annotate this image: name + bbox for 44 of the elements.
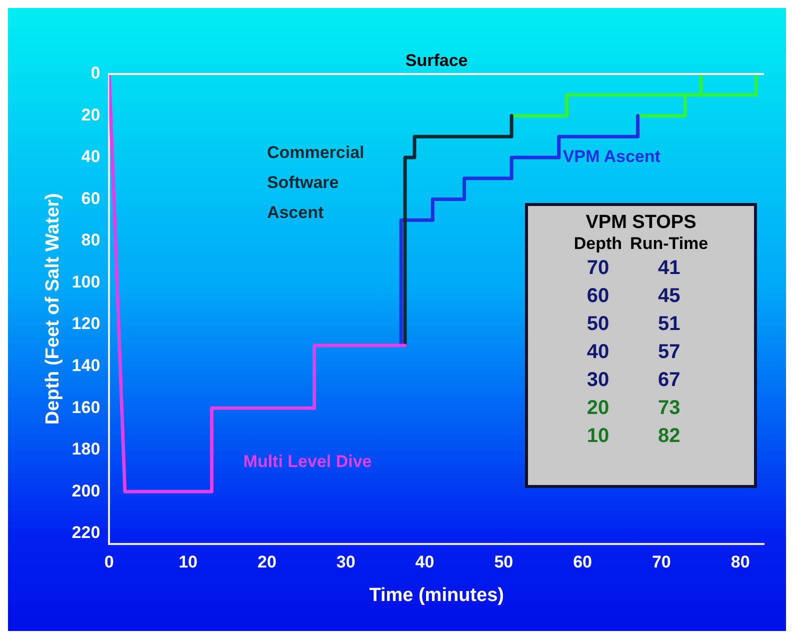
series-label: Multi Level Dive xyxy=(243,452,372,472)
y-tick-label: 80 xyxy=(81,230,100,250)
y-tick-label: 100 xyxy=(72,272,100,292)
series-label: VPM Ascent xyxy=(562,147,661,166)
annotation: 20 xyxy=(586,396,610,421)
annotation: 67 xyxy=(656,368,682,393)
y-tick-label: 140 xyxy=(72,356,100,376)
x-tick-label: 0 xyxy=(104,552,114,572)
y-tick-label: 0 xyxy=(90,64,100,83)
x-tick-label: 60 xyxy=(573,552,592,572)
x-tick-label: 10 xyxy=(178,552,198,572)
y-tick-label: 200 xyxy=(72,481,100,500)
annotation: 73 xyxy=(656,396,682,421)
ref-line-label: Surface xyxy=(405,51,468,70)
annotation: 70 xyxy=(586,256,610,281)
annotation: 45 xyxy=(656,284,682,309)
y-tick-label: 20 xyxy=(81,105,100,124)
annotation: 60 xyxy=(586,284,610,309)
x-tick-label: 40 xyxy=(415,552,434,572)
y-tick-label: 120 xyxy=(72,314,100,334)
annotation: 51 xyxy=(656,312,682,337)
annotation: 10 xyxy=(586,424,610,449)
annotation: 41 xyxy=(656,256,682,281)
annotation: 50 xyxy=(586,312,610,337)
x-axis-title: Time (minutes) xyxy=(369,584,504,606)
x-tick-label: 30 xyxy=(336,552,356,572)
y-tick-label: 60 xyxy=(81,188,100,208)
x-tick-label: 80 xyxy=(730,552,750,572)
x-tick-label: 50 xyxy=(494,552,514,572)
y-tick-label: 220 xyxy=(72,523,100,542)
x-tick-label: 20 xyxy=(257,552,276,572)
y-axis-title: Depth (Feet of Salt Water) xyxy=(42,193,64,425)
annotation: 57 xyxy=(656,340,682,365)
text: Commercial Software Ascent xyxy=(266,143,364,222)
annotation: 30 xyxy=(586,368,610,393)
annotation: Run-Time xyxy=(629,234,710,254)
y-tick-label: 180 xyxy=(72,440,100,459)
x-tick-label: 70 xyxy=(652,552,671,572)
annotation: VPM STOPS xyxy=(584,212,698,234)
annotation: 82 xyxy=(656,424,682,449)
annotation: 40 xyxy=(586,340,610,365)
annotation: Depth xyxy=(572,234,624,254)
y-tick-label: 40 xyxy=(81,147,100,166)
y-tick-label: 160 xyxy=(72,398,100,417)
